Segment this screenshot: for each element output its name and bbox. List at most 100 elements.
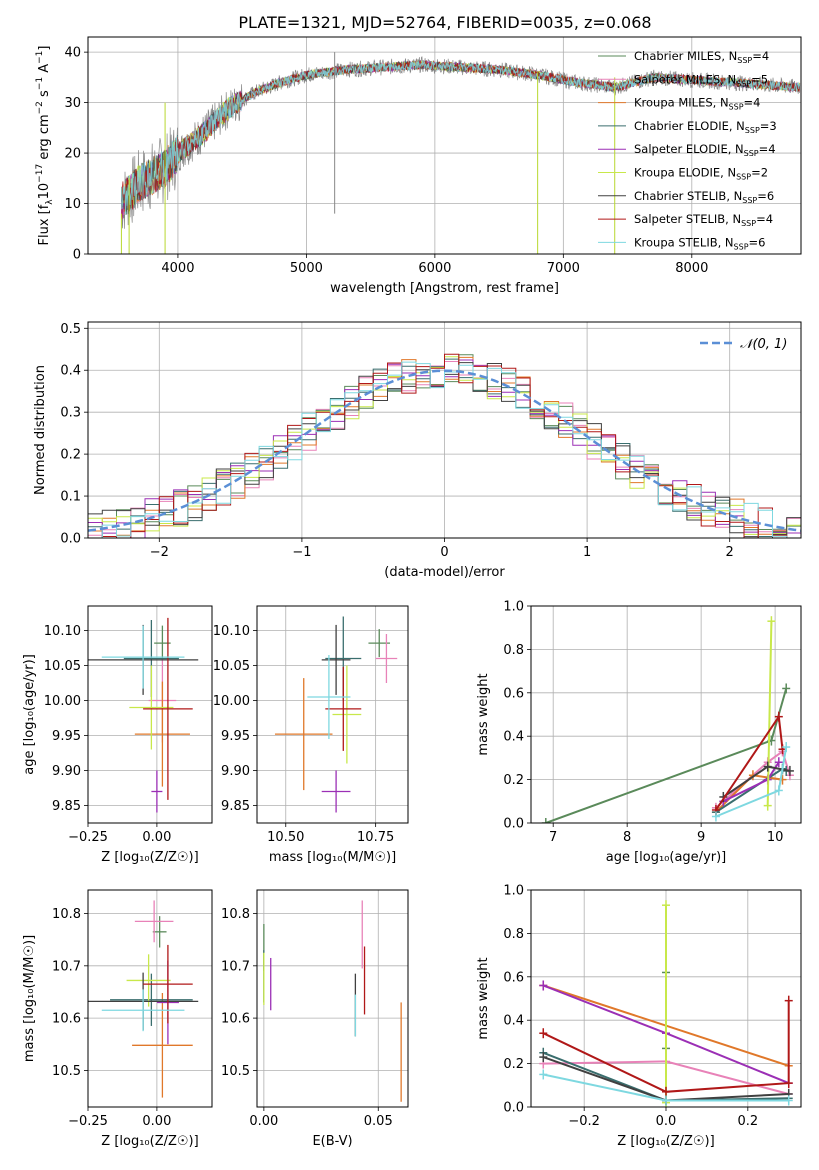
residuals-x-tick-label: 2	[726, 545, 734, 560]
residuals-x-tick-label: 0	[440, 545, 448, 560]
mass-Z-x-tick-label: −0.25	[68, 1114, 108, 1129]
legend-entry-name: Chabrier STELIB, N	[634, 189, 742, 203]
legend-entry-sub: SSP	[737, 56, 752, 65]
residuals-panel: −2 −1 0 1 2 0.0 0.1 0.2 0.3 0.4 0.5 (data-model)/er…	[33, 321, 802, 580]
mass-Z-plot-area	[88, 900, 199, 1098]
mass-EBV-x-axis-label: E(B-V)	[312, 1134, 352, 1149]
legend-entry: Salpeter ELODIE, NSSP=4	[634, 142, 776, 158]
weight-Z-y-tick-label: 0.0	[503, 1101, 524, 1116]
weight-Z-y-axis-label: mass weight	[476, 957, 491, 1039]
age-mass-x-axis-label: mass [log₁₀(M/M☉)]	[269, 850, 396, 865]
residuals-y-tick-label: 0.5	[60, 322, 81, 337]
spectrum-x-tick-label: 4000	[161, 261, 194, 276]
weight-age-y-tick-label: 0.2	[503, 773, 524, 788]
legend-entry-name: Kroupa ELODIE, N	[634, 166, 736, 180]
weight-Z-x-axis-label: Z [log₁₀(Z/Z☉)]	[617, 1134, 714, 1149]
weight-age-y-tick-label: 0.8	[503, 643, 524, 658]
ylabel-part: ]	[37, 46, 52, 51]
legend-entry-sub: SSP	[729, 103, 744, 112]
mass-vs-reddening-panel: 0.00 0.05 10.5 10.6 10.7 10.8 E(B-V)	[221, 889, 409, 1149]
mass-EBV-y-tick-label: 10.6	[221, 1012, 250, 1027]
mass-EBV-y-tick-label: 10.5	[221, 1064, 250, 1079]
legend-entry-count: =3	[760, 119, 777, 133]
ylabel-part: A	[37, 64, 52, 77]
legend-entry-name: Kroupa STELIB, N	[634, 235, 734, 249]
normal-distribution-curve	[88, 369, 801, 532]
legend-entry: Chabrier MILES, NSSP=4	[634, 49, 769, 65]
spectrum-x-tick-label: 6000	[418, 261, 451, 276]
mass-Z-x-tick-label: 0.00	[142, 1114, 171, 1129]
age-mass-y-tick-label: 10.10	[213, 624, 250, 639]
mass-Z-y-tick-label: 10.7	[52, 959, 81, 974]
mass-Z-y-tick-label: 10.8	[52, 907, 81, 922]
mass-Z-y-tick-label: 10.6	[52, 1012, 81, 1027]
age-Z-y-tick-label: 10.05	[44, 659, 81, 674]
spectrum-y-tick-label: 40	[64, 46, 81, 61]
legend-entry-sub: SSP	[736, 173, 751, 182]
weight-Z-x-tick-label: −0.2	[568, 1114, 600, 1129]
spectrum-model-line	[121, 60, 801, 214]
weight-Z-y-tick-label: 0.8	[503, 927, 524, 942]
spectrum-frame	[87, 36, 802, 255]
residuals-x-tick-label: −2	[150, 545, 169, 560]
legend-entry-count: =4	[759, 142, 776, 156]
residuals-x-tick-label: 1	[583, 545, 591, 560]
weight-age-y-tick-label: 0.4	[503, 730, 524, 745]
age-vs-mass-panel: 10.50 10.75 9.85 9.90 9.95 10.00 10.05 10.10 mas…	[213, 605, 409, 865]
residual-histogram	[88, 361, 801, 538]
legend-entry-sub: SSP	[736, 79, 751, 88]
weight-Z-y-tick-label: 0.2	[503, 1057, 524, 1072]
age-mass-frame	[256, 605, 409, 824]
spectrum-plot-area	[120, 52, 801, 254]
legend-entry-name: Salpeter ELODIE, N	[634, 142, 744, 156]
spectrum-legend: Chabrier MILES, NSSP=4 Salpeter MILES, NS…	[598, 49, 777, 251]
residuals-frame	[87, 321, 802, 539]
weight-series-line	[542, 1000, 790, 1093]
age-Z-y-tick-label: 10.00	[44, 694, 81, 709]
ylabel-sup: −17	[35, 164, 45, 183]
age-Z-x-axis-label: Z [log₁₀(Z/Z☉)]	[101, 850, 198, 865]
spectrum-y-axis-label: Flux [fλ10−17 erg cm−2 s−1 A−1]	[35, 46, 55, 246]
residual-histogram	[88, 353, 801, 538]
weight-series-line	[766, 621, 773, 806]
weight-vs-age-panel: 7 8 9 10 0.0 0.2 0.4 0.6 0.8 1.0 age [log₁₀(age/yr…	[476, 600, 802, 865]
spectrum-y-tick-label: 10	[64, 197, 81, 212]
age-mass-x-tick-label: 10.50	[267, 830, 304, 845]
weight-age-x-tick-label: 10	[767, 830, 784, 845]
spectrum-x-tick-label: 7000	[547, 261, 580, 276]
legend-entry-count: =4	[752, 49, 769, 63]
age-Z-y-tick-label: 9.90	[52, 764, 81, 779]
legend-entry-count: =6	[757, 189, 774, 203]
weight-age-frame	[530, 605, 802, 824]
legend-entry: Salpeter MILES, NSSP=5	[634, 72, 768, 88]
ylabel-sub: λ	[45, 199, 55, 205]
legend-entry-sub: SSP	[742, 196, 757, 205]
residuals-x-tick-label: −1	[292, 545, 311, 560]
weight-age-x-tick-label: 9	[697, 830, 705, 845]
age-Z-frame	[87, 605, 213, 824]
residuals-plot-area	[88, 353, 801, 538]
legend-entry-count: =6	[749, 235, 766, 249]
legend-entry: Kroupa ELODIE, NSSP=2	[634, 166, 768, 182]
figure-title: PLATE=1321, MJD=52764, FIBERID=0035, z=0…	[238, 13, 651, 32]
spectrum-panel: 4000 5000 6000 7000 8000 0 10 20 30 40 wavelength …	[35, 36, 802, 296]
age-mass-y-tick-label: 9.90	[221, 764, 250, 779]
mass-Z-frame	[87, 889, 213, 1108]
ylabel-sup: −1	[35, 77, 45, 90]
weight-vs-metallicity-panel: −0.2 0.0 0.2 0.0 0.2 0.4 0.6 0.8 1.0 Z [log₁₀(Z/Z…	[476, 884, 802, 1149]
legend-entry: Kroupa STELIB, NSSP=6	[634, 235, 765, 251]
age-mass-y-tick-label: 10.00	[213, 694, 250, 709]
legend-entry-name: Kroupa MILES, N	[634, 96, 729, 110]
weight-age-y-tick-label: 1.0	[503, 600, 524, 615]
age-Z-x-tick-label: −0.25	[68, 830, 108, 845]
residuals-y-axis-label: Normed distribution	[33, 365, 48, 495]
legend-entry-sub: SSP	[741, 219, 756, 228]
legend-entry: Salpeter STELIB, NSSP=4	[634, 212, 773, 228]
ylabel-part: erg cm	[37, 114, 52, 163]
legend-entry-count: =4	[744, 96, 761, 110]
age-Z-plot-area	[88, 617, 199, 813]
spectrum-x-axis-label: wavelength [Angstrom, rest frame]	[330, 281, 559, 296]
mass-vs-metallicity-panel: −0.25 0.00 10.5 10.6 10.7 10.8 Z [log₁₀(Z/Z☉)]…	[22, 889, 213, 1149]
weight-age-x-tick-label: 8	[623, 830, 631, 845]
